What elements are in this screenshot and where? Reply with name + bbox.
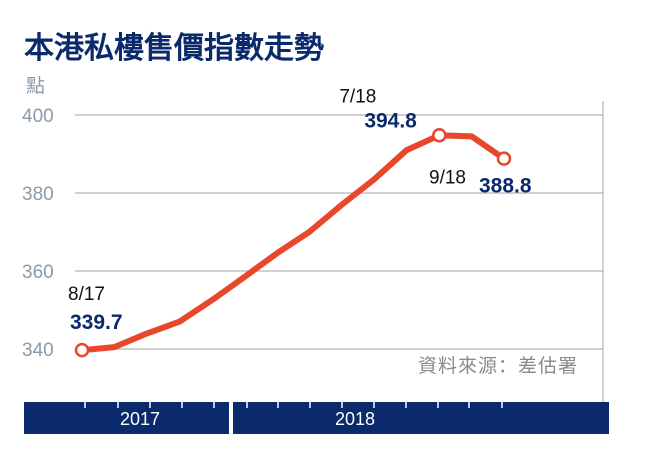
series-group [74,128,512,358]
annotation-value: 394.8 [364,109,417,132]
data-point-marker [74,342,90,358]
y-tick-label: 380 [22,184,54,205]
x-axis-band: 2017 2018 [24,402,609,434]
source-note: 資料來源：差估署 [418,355,578,377]
y-tick-label: 340 [22,340,54,361]
data-point-marker [496,151,512,166]
annotation-date: 9/18 [429,168,466,189]
gridlines [75,101,604,402]
chart-title: 本港私樓售價指數走勢 [24,31,324,66]
y-tick-label: 360 [22,262,54,283]
annotation-value: 388.8 [479,175,532,198]
x-band-2017 [24,402,229,434]
y-tick-label: 400 [22,106,54,127]
annotation-date: 8/17 [68,284,105,305]
x-tick-label: 2018 [335,409,375,429]
data-point-marker [432,128,447,143]
y-axis-unit: 點 [26,75,45,97]
annotation-value: 339.7 [70,311,123,334]
x-tick-label: 2017 [120,409,160,429]
x-band-2018 [233,402,609,434]
y-axis-ticks: 400 380 360 340 [22,106,54,361]
annotation-date: 7/18 [339,86,376,107]
